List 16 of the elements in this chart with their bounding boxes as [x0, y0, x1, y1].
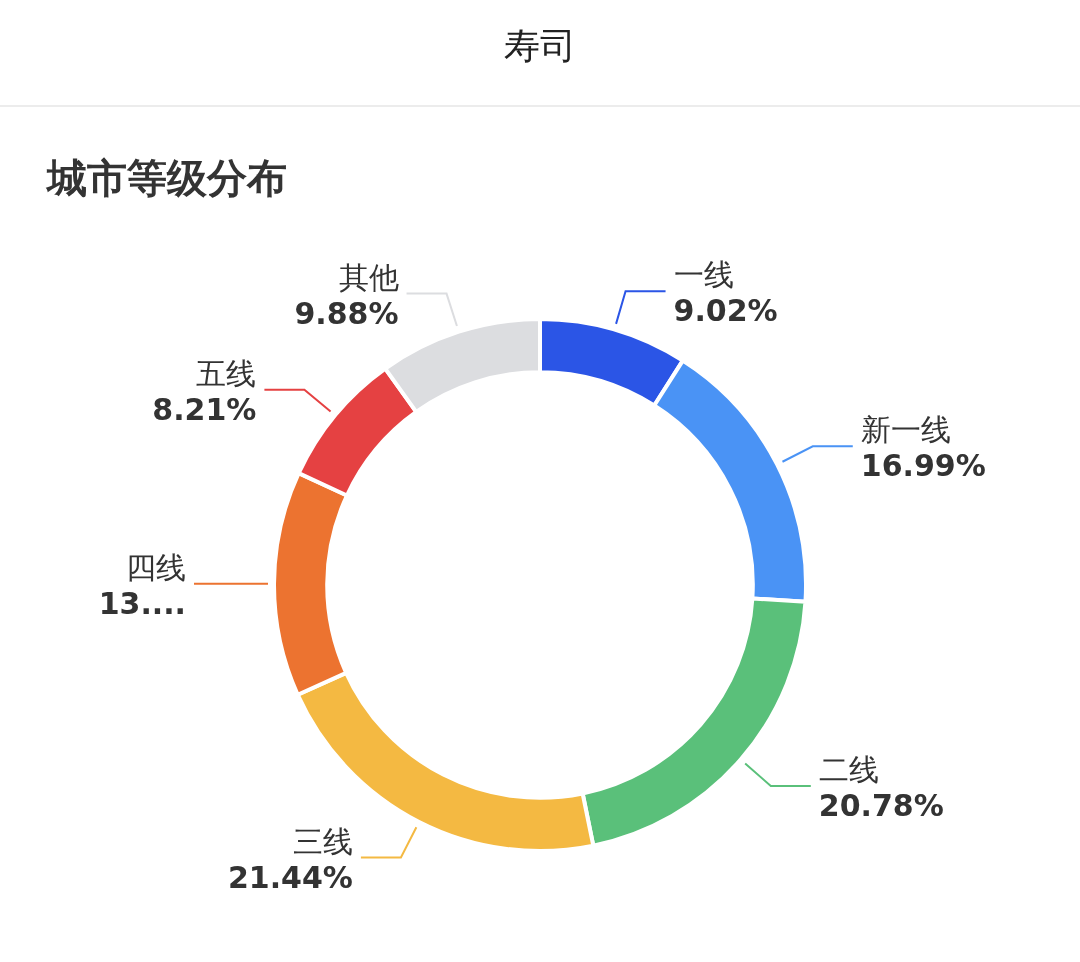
slice-label: 一线: [673, 257, 734, 293]
data-label: 9.02%: [673, 293, 778, 329]
slice-label: 二线: [818, 751, 879, 787]
chart-title: 寿司: [504, 25, 576, 66]
data-label: 13....: [98, 585, 186, 621]
slice-label: 其他: [338, 259, 399, 295]
data-label: 16.99%: [860, 448, 986, 484]
data-label: 8.21%: [152, 391, 257, 427]
chart-subtitle: 城市等级分布: [45, 155, 287, 201]
data-label: 21.44%: [227, 859, 353, 895]
data-label: 9.88%: [294, 295, 399, 331]
slice-label: 新一线: [860, 412, 951, 448]
data-label: 20.78%: [818, 787, 944, 823]
slice-label: 五线: [196, 355, 257, 391]
slice-label: 四线: [126, 549, 186, 585]
slice-label: 三线: [292, 823, 353, 859]
